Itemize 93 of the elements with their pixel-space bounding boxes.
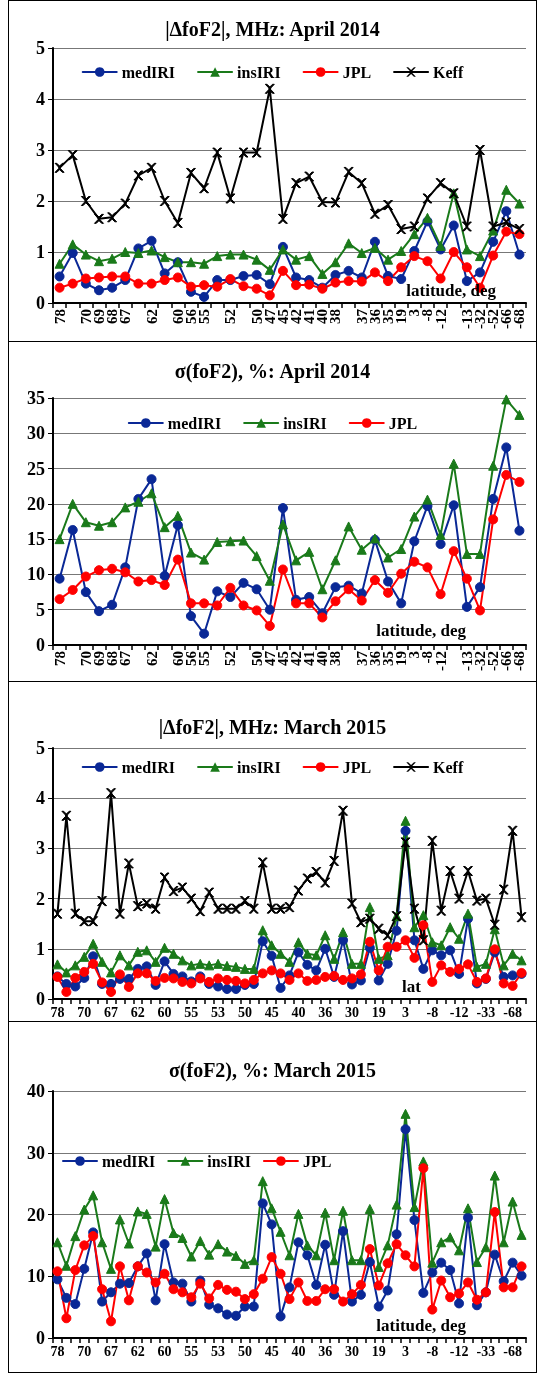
x-tick-label: 55 [184, 1004, 199, 1020]
y-tick-label: 0 [36, 635, 45, 655]
x-tick-label: 70 [77, 1004, 92, 1020]
y-tick-label: 20 [27, 1204, 45, 1225]
legend-label: insIRI [207, 1152, 251, 1170]
annotation: latitude, deg [376, 621, 467, 640]
legend-label: JPL [388, 414, 418, 432]
x-tick-label: 62 [143, 651, 160, 666]
x-tick-label: 52 [222, 309, 239, 324]
annotation: latitude, deg [406, 281, 497, 300]
y-tick-label: 3 [36, 140, 45, 160]
x-tick-label: 3 [402, 1343, 410, 1359]
x-tick-label: -12 [449, 1343, 469, 1359]
y-tick-label: 3 [36, 838, 45, 859]
x-tick-label: -13 [458, 651, 475, 671]
x-tick-label: -8 [426, 1004, 439, 1020]
y-tick-label: 10 [27, 564, 45, 585]
legend-label: JPL [302, 1152, 332, 1170]
y-tick-label: 1 [36, 938, 45, 959]
y-tick-label: 15 [27, 529, 45, 550]
y-tick-label: 1 [36, 242, 45, 262]
y-tick-label: 5 [36, 38, 45, 58]
x-tick-label: 53 [211, 1343, 226, 1359]
chart-title: σ(foF2), %: March 2015 [168, 1059, 377, 1082]
legend-label: JPL [342, 63, 372, 81]
x-tick-label: 60 [157, 1004, 172, 1020]
y-tick-label: 4 [36, 788, 45, 809]
x-tick-label: 60 [157, 1343, 172, 1359]
annotation: lat [402, 977, 422, 996]
x-tick-label: 67 [104, 1004, 119, 1020]
x-tick-label: 55 [196, 309, 213, 324]
x-tick-label: 45 [264, 1004, 279, 1020]
x-tick-label: -68 [503, 1343, 522, 1359]
legend-label: Keff [433, 63, 464, 81]
chart-title: σ(foF2), %: April 2014 [174, 360, 371, 383]
x-tick-label: 36 [318, 1343, 333, 1359]
x-tick-label: 78 [50, 1343, 65, 1359]
y-tick-label: 0 [36, 293, 45, 313]
x-tick-label: 62 [143, 309, 160, 324]
y-tick-label: 20 [27, 493, 45, 514]
y-tick-label: 30 [27, 1142, 45, 1163]
x-tick-label: 50 [237, 1343, 252, 1359]
x-tick-label: 53 [211, 1004, 226, 1020]
legend-label: Keff [433, 758, 464, 776]
x-tick-label: 3 [402, 1004, 410, 1020]
x-tick-label: 70 [77, 1343, 92, 1359]
y-tick-label: 10 [27, 1266, 45, 1287]
legend-label: JPL [342, 758, 372, 776]
chart-title: |ΔfoF2|, MHz: April 2014 [165, 18, 380, 41]
x-tick-label: 62 [130, 1004, 145, 1020]
legend-label: insIRI [237, 63, 281, 81]
y-tick-label: 2 [36, 888, 45, 909]
y-tick-label: 5 [36, 738, 45, 758]
x-tick-label: 36 [318, 1004, 333, 1020]
x-tick-label: -68 [503, 1004, 522, 1020]
x-tick-label: 55 [196, 651, 213, 666]
y-tick-label: 4 [36, 89, 45, 109]
x-tick-label: 30 [344, 1004, 359, 1020]
x-tick-label: 52 [222, 651, 239, 666]
chart-title: |ΔfoF2|, MHz: March 2015 [158, 716, 387, 739]
legend-label: medIRI [121, 758, 176, 776]
annotation: latitude, deg [376, 1316, 467, 1335]
y-tick-label: 35 [27, 388, 45, 408]
x-tick-label: 62 [130, 1343, 145, 1359]
legend-label: insIRI [237, 758, 281, 776]
x-tick-label: 45 [264, 1343, 279, 1359]
legend-label: medIRI [102, 1152, 156, 1170]
y-tick-label: 30 [27, 423, 45, 444]
x-tick-label: 78 [51, 651, 68, 666]
y-tick-label: 40 [27, 1081, 45, 1101]
x-tick-label: 40 [291, 1004, 306, 1020]
x-tick-label: 19 [371, 1343, 386, 1359]
y-tick-label: 0 [36, 989, 45, 1009]
legend-label: medIRI [121, 63, 176, 81]
x-tick-label: 19 [371, 1004, 386, 1020]
y-tick-label: 25 [27, 458, 45, 479]
x-tick-label: 40 [291, 1343, 306, 1359]
x-tick-label: -12 [449, 1004, 469, 1020]
y-tick-label: 0 [36, 1328, 45, 1348]
y-tick-label: 5 [36, 599, 45, 620]
x-tick-label: 67 [104, 1343, 119, 1359]
x-tick-label: 78 [50, 1004, 65, 1020]
x-tick-label: -33 [476, 1343, 496, 1359]
y-tick-label: 2 [36, 191, 45, 211]
x-tick-label: 55 [184, 1343, 199, 1359]
x-tick-label: -33 [476, 1004, 496, 1020]
x-tick-label: -8 [426, 1343, 439, 1359]
x-tick-label: 30 [344, 1343, 359, 1359]
legend-label: insIRI [283, 414, 327, 432]
x-tick-label: 50 [237, 1004, 252, 1020]
x-tick-label: 78 [51, 309, 68, 324]
x-tick-label: -13 [458, 309, 475, 329]
legend-label: medIRI [167, 414, 222, 432]
